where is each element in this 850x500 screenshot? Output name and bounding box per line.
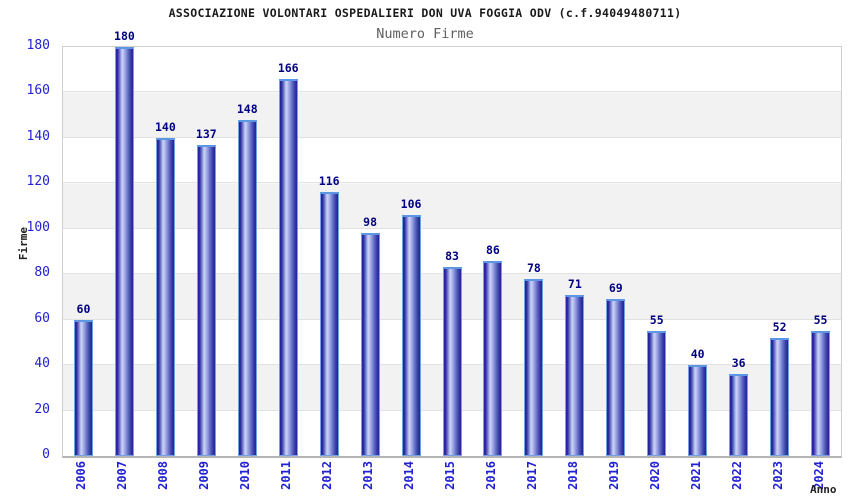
bar-value-label: 40	[690, 347, 705, 362]
bar	[319, 192, 339, 456]
y-tick-label: 120	[26, 174, 50, 190]
y-tick-label: 100	[26, 219, 50, 235]
bar-value-label: 180	[114, 29, 135, 43]
bar	[196, 144, 216, 456]
bar-value-label: 148	[236, 101, 258, 116]
x-tick-label: 2018	[565, 461, 580, 490]
x-tick-label: 2023	[770, 461, 785, 490]
x-tick-label: 2016	[483, 461, 498, 490]
bar	[360, 233, 380, 456]
x-tick-label: 2008	[156, 461, 171, 490]
bar-value-label: 106	[400, 197, 422, 212]
bar-value-label: 69	[608, 281, 623, 296]
bar-value-label: 78	[526, 260, 541, 275]
x-axis-title: Anno	[810, 483, 837, 496]
bar-value-label: 60	[76, 301, 91, 316]
x-tick-label: 2012	[320, 461, 335, 490]
y-tick-label: 140	[26, 128, 50, 144]
x-tick-label: 2006	[74, 461, 89, 490]
bar-value-label: 36	[731, 356, 746, 371]
x-tick-label: 2013	[361, 461, 376, 490]
x-tick-label: 2015	[443, 461, 457, 490]
bar-value-label: 83	[445, 249, 459, 264]
bar-value-label: 137	[195, 126, 217, 141]
bar	[155, 137, 175, 456]
bar	[811, 331, 831, 456]
plot-area: 60 180 140 137 148 166 116 98 106 83 86 78 71 69 55 40 3…	[62, 29, 842, 458]
x-tick-label: 2009	[197, 461, 212, 490]
y-tick-label: 0	[42, 447, 50, 462]
bar	[237, 119, 257, 456]
x-tick-label: 2020	[647, 461, 662, 490]
bar	[647, 331, 667, 456]
x-tick-label: 2021	[688, 461, 703, 490]
bar	[401, 215, 421, 456]
x-tick-label: 2007	[115, 461, 130, 490]
bar	[524, 278, 544, 456]
y-tick-label: 180	[26, 38, 50, 53]
y-tick-label: 60	[34, 310, 50, 326]
bar	[278, 78, 298, 456]
bar	[114, 47, 134, 456]
y-tick-label: 20	[34, 401, 50, 417]
x-tick-label: 2014	[402, 461, 417, 490]
y-tick-label: 40	[34, 356, 50, 372]
bar-value-label: 166	[277, 60, 299, 75]
bar-value-label: 86	[486, 242, 500, 257]
bar	[565, 294, 585, 456]
bar	[73, 319, 93, 456]
x-tick-label: 2022	[729, 461, 744, 490]
x-tick-label: 2010	[238, 461, 253, 490]
bar-value-label: 98	[363, 215, 378, 230]
bar	[483, 260, 503, 456]
bar	[770, 337, 790, 456]
bar	[729, 374, 749, 456]
bar	[688, 365, 708, 456]
x-tick-label: 2017	[524, 461, 539, 490]
gridline	[63, 136, 841, 138]
bar-value-label: 55	[813, 313, 828, 328]
gridline	[63, 227, 841, 229]
gridline	[63, 91, 841, 93]
bar-value-label: 116	[318, 174, 340, 189]
bar	[442, 267, 462, 456]
bar	[606, 299, 626, 456]
bar-value-label: 71	[567, 276, 582, 291]
gridline	[63, 182, 841, 184]
y-tick-label: 160	[26, 83, 50, 99]
bar-value-label: 52	[772, 319, 787, 334]
bar-value-label: 55	[649, 313, 664, 328]
chart-title: ASSOCIAZIONE VOLONTARI OSPEDALIERI DON U…	[168, 6, 682, 20]
x-tick-label: 2019	[606, 461, 621, 490]
y-tick-label: 80	[34, 265, 50, 281]
bar-value-label: 140	[154, 119, 176, 134]
chart-subtitle: Numero Firme	[376, 26, 474, 42]
x-tick-label: 2011	[279, 461, 294, 490]
